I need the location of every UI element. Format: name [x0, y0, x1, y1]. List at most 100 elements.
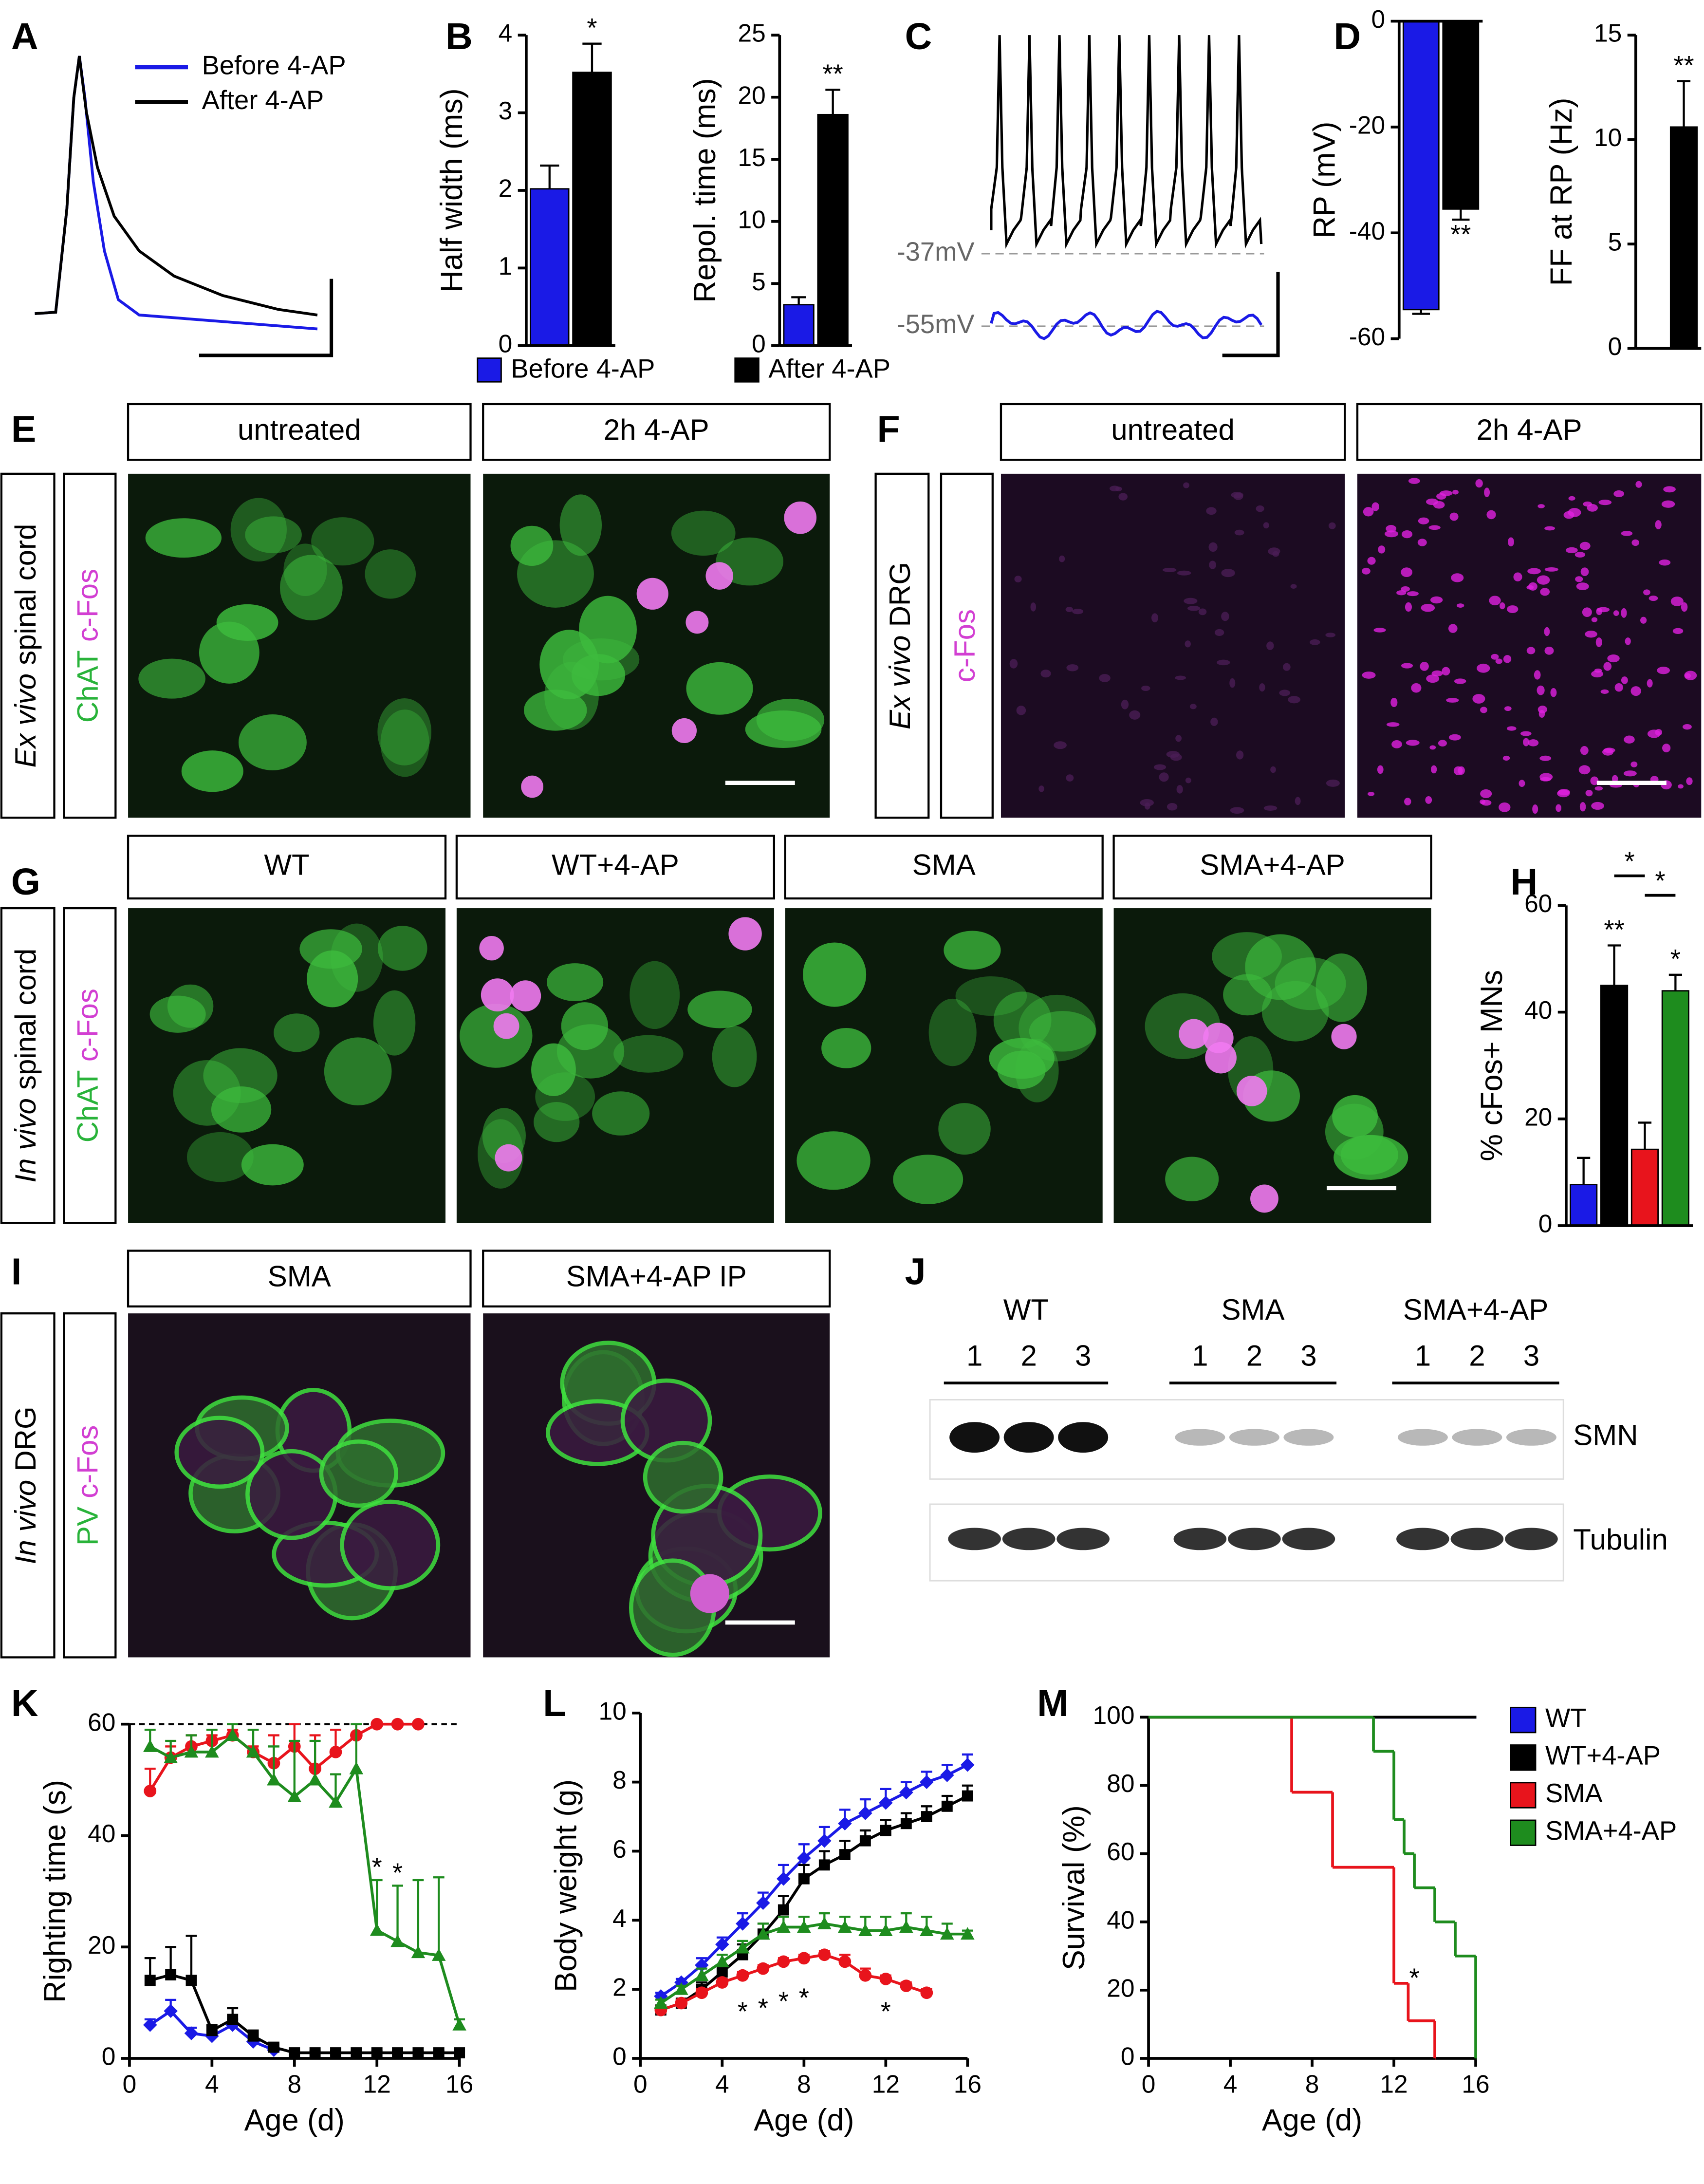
cell	[745, 710, 822, 748]
lane-label: 1	[966, 1340, 982, 1372]
cell	[377, 698, 432, 765]
side-box	[0, 1312, 56, 1659]
speck	[1065, 607, 1073, 613]
speck	[1263, 805, 1278, 811]
y-tick-label: -40	[1349, 217, 1385, 245]
lane-label: 1	[1192, 1340, 1208, 1372]
speck	[1537, 575, 1550, 585]
band	[1505, 1528, 1558, 1550]
data-point	[308, 1773, 322, 1786]
data-point	[675, 1997, 688, 2010]
cell	[340, 1499, 441, 1590]
band	[1175, 1429, 1225, 1446]
header-box	[127, 835, 447, 900]
speck	[1491, 653, 1499, 660]
speck	[1234, 529, 1244, 536]
data-point	[940, 1768, 954, 1782]
panel-letter: L	[543, 1682, 566, 1724]
legend-label: SMA	[1545, 1778, 1603, 1808]
data-point	[838, 1816, 852, 1831]
legend-swatch	[1510, 1744, 1537, 1771]
data-point	[716, 1966, 728, 1978]
cell	[241, 1144, 304, 1186]
speck	[1040, 670, 1051, 678]
side-label-part: In vivo	[9, 1480, 42, 1565]
x-tick-label: 12	[363, 2070, 391, 2098]
nucleus	[690, 1574, 729, 1613]
significance: *	[799, 1983, 809, 2013]
speck	[1368, 791, 1375, 796]
data-point	[899, 1785, 913, 1800]
side-box	[0, 472, 56, 819]
header-box	[1112, 835, 1432, 900]
panel-letter: F	[877, 408, 900, 450]
data-point	[940, 1927, 954, 1940]
panel-letter: G	[11, 861, 40, 903]
speck	[1386, 525, 1397, 533]
row-label: Tubulin	[1573, 1523, 1668, 1556]
side-label: c-Fos	[948, 609, 981, 682]
speck	[1184, 597, 1198, 604]
band	[1452, 1429, 1502, 1446]
legend-label: After 4-AP	[202, 85, 324, 115]
cell	[174, 1416, 265, 1489]
cell	[539, 630, 599, 700]
series-line	[660, 1794, 968, 2012]
speck	[1590, 776, 1599, 785]
data-point	[349, 1761, 364, 1774]
speck	[1452, 489, 1459, 495]
speck	[1206, 507, 1217, 515]
trace-before	[990, 310, 1263, 340]
data-point	[433, 2047, 445, 2058]
speck	[1621, 608, 1627, 618]
nucleus	[1250, 1184, 1278, 1213]
data-point	[756, 1927, 770, 1940]
data-point	[392, 2047, 403, 2058]
speck	[1371, 502, 1380, 511]
panel-letter: M	[1037, 1682, 1068, 1724]
series-line	[660, 1922, 968, 2004]
speck	[1513, 572, 1522, 582]
speck	[1016, 706, 1026, 715]
side-label: In vivo spinal cord	[9, 949, 42, 1183]
cell	[1029, 1011, 1096, 1052]
speck	[1129, 710, 1141, 720]
y-tick-label: 5	[752, 267, 766, 296]
speck	[1621, 676, 1628, 684]
cell	[712, 1026, 757, 1087]
data-point	[756, 1896, 770, 1910]
x-tick-label: 16	[1462, 2070, 1489, 2098]
data-point	[351, 2047, 362, 2058]
speck	[1568, 496, 1575, 501]
x-tick-label: 4	[1223, 2070, 1238, 2098]
speck	[1659, 559, 1671, 566]
speck	[1401, 567, 1413, 577]
speck	[1537, 706, 1547, 713]
bar	[572, 72, 612, 347]
speck	[1038, 785, 1044, 792]
speck	[1288, 696, 1300, 704]
nucleus	[1331, 1024, 1357, 1049]
speck	[1229, 678, 1236, 688]
legend-swatch	[734, 357, 759, 383]
y-tick-label: 0	[1371, 5, 1386, 33]
y-tick-label: 4	[499, 19, 513, 47]
speck	[1594, 668, 1602, 673]
speck	[1607, 654, 1620, 663]
data-point	[267, 1773, 281, 1786]
speck	[1373, 628, 1386, 633]
x-tick-label: 8	[1305, 2070, 1319, 2098]
speck	[1611, 775, 1618, 783]
side-label-part: c-Fos	[71, 989, 104, 1062]
y-tick-label: 100	[1093, 1701, 1135, 1729]
side-label-part: Ex vivo	[884, 635, 916, 730]
data-point	[144, 1975, 156, 1986]
speck	[1544, 627, 1550, 636]
cell	[796, 1131, 871, 1190]
band	[1229, 1429, 1279, 1446]
y-axis-label: Survival (%)	[1057, 1805, 1091, 1970]
speck	[1442, 667, 1450, 676]
cell	[534, 1102, 580, 1142]
cell	[928, 998, 977, 1066]
